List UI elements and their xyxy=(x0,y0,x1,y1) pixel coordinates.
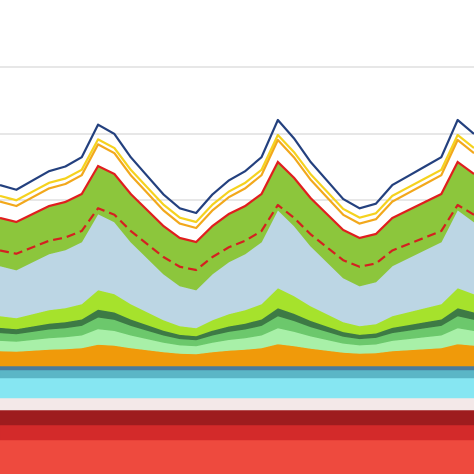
line xyxy=(0,118,474,215)
line xyxy=(0,203,474,272)
line xyxy=(0,138,474,230)
area-edge xyxy=(0,160,474,244)
line xyxy=(0,133,474,224)
area xyxy=(0,365,474,371)
area xyxy=(0,397,474,411)
area xyxy=(0,439,474,474)
area xyxy=(0,377,474,399)
area xyxy=(0,424,474,441)
area xyxy=(0,369,474,379)
area xyxy=(0,409,474,426)
